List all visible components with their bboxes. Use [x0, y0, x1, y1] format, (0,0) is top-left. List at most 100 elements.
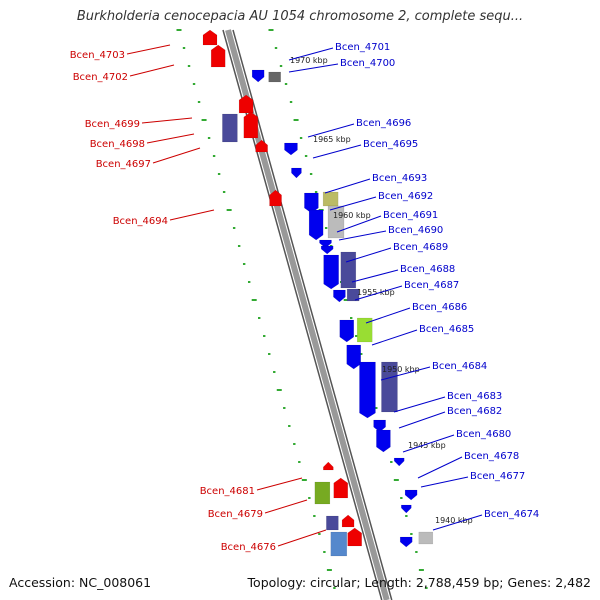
- length-value: 2,788,459 bp: [415, 575, 500, 590]
- gene-label-bcen-4682: Bcen_4682: [447, 406, 502, 417]
- gene-glyph-23: [356, 317, 373, 343]
- gene-label-bcen-4703: Bcen_4703: [70, 50, 125, 61]
- right-guide-rail-tick: [324, 227, 328, 229]
- label-leader-line: [126, 44, 171, 55]
- gene-label-bcen-4678: Bcen_4678: [464, 451, 519, 462]
- left-guide-rail-tick: [237, 245, 241, 247]
- label-leader-line: [264, 499, 308, 514]
- left-guide-rail-tick: [251, 299, 257, 301]
- label-leader-line: [329, 196, 377, 211]
- kbp-marker-label: 1960 kbp: [333, 211, 371, 220]
- gene-label-bcen-4683: Bcen_4683: [447, 391, 502, 402]
- gene-label-bcen-4691: Bcen_4691: [383, 210, 438, 221]
- right-guide-rail-tick: [405, 515, 408, 517]
- gene-glyph-21: [346, 288, 360, 302]
- gene-glyph-38: [330, 531, 348, 557]
- gene-label-bcen-4701: Bcen_4701: [335, 42, 390, 53]
- left-guide-rail-tick: [258, 317, 261, 319]
- gene-label-bcen-4681: Bcen_4681: [200, 486, 255, 497]
- left-guide-rail-tick: [263, 335, 266, 337]
- page-title: Burkholderia cenocepacia AU 1054 chromos…: [76, 9, 524, 24]
- right-guide-rail-tick: [309, 173, 313, 175]
- right-guide-rail-tick: [393, 479, 399, 481]
- gene-label-bcen-4684: Bcen_4684: [432, 361, 487, 372]
- left-guide-rail-tick: [242, 263, 246, 265]
- gene-label-bcen-4674: Bcen_4674: [484, 509, 539, 520]
- gene-glyph-17: [320, 245, 334, 255]
- label-leader-line: [141, 117, 193, 124]
- label-leader-line: [338, 230, 387, 241]
- left-guide-rail-tick: [197, 101, 201, 103]
- left-guide-rail-tick: [232, 227, 236, 229]
- right-guide-rail-tick: [343, 299, 349, 301]
- left-guide-rail-tick: [268, 353, 271, 355]
- gene-glyph-9: [284, 142, 298, 156]
- right-guide-rail-tick: [410, 533, 413, 535]
- left-guide-rail-tick: [217, 173, 221, 175]
- gene-glyph-15: [308, 209, 324, 241]
- accession-value: NC_008061: [79, 575, 152, 590]
- gene-glyph-32: [314, 481, 331, 505]
- left-guide-rail-tick: [283, 407, 286, 409]
- left-guide-rail-tick: [207, 137, 211, 139]
- right-guide-rail-tick: [390, 461, 393, 463]
- gene-glyph-19: [340, 251, 357, 289]
- gene-label-bcen-4696: Bcen_4696: [356, 118, 411, 129]
- gene-label-bcen-4676: Bcen_4676: [221, 542, 276, 553]
- gene-glyph-7: [222, 113, 238, 143]
- left-guide-rail-tick: [298, 461, 301, 463]
- gene-label-bcen-4698: Bcen_4698: [90, 139, 145, 150]
- gene-glyph-20: [333, 289, 346, 303]
- left-guide-rail-tick: [212, 155, 216, 157]
- label-leader-line: [169, 209, 215, 221]
- left-guide-rail-tick: [326, 569, 332, 571]
- kbp-marker-label: 1955 kbp: [357, 288, 395, 297]
- left-guide-rail-tick: [201, 119, 207, 121]
- length-label: Length:: [364, 575, 412, 590]
- right-guide-rail-tick: [375, 407, 378, 409]
- right-guide-rail-tick: [415, 551, 418, 553]
- gene-glyph-37: [347, 527, 362, 547]
- gene-glyph-40: [418, 531, 434, 545]
- backbone-edge-right: [232, 29, 393, 600]
- label-leader-line: [312, 144, 362, 159]
- gene-label-bcen-4687: Bcen_4687: [404, 280, 459, 291]
- label-leader-line: [417, 456, 463, 479]
- topology-label: Topology:: [247, 575, 307, 590]
- gene-label-bcen-4694: Bcen_4694: [113, 216, 168, 227]
- right-guide-rail-tick: [274, 47, 278, 49]
- gene-glyph-2: [210, 44, 226, 68]
- label-leader-line: [288, 47, 334, 61]
- label-leader-line: [380, 366, 431, 381]
- kbp-marker-label: 1965 kbp: [313, 135, 351, 144]
- genome-summary: Topology: circular; Length: 2,788,459 bp…: [247, 575, 591, 590]
- label-leader-line: [345, 247, 392, 263]
- label-leader-line: [432, 514, 483, 531]
- left-guide-rail-tick: [247, 281, 251, 283]
- gene-glyph-13: [322, 191, 339, 207]
- label-leader-line: [398, 411, 446, 429]
- gene-glyph-28: [376, 429, 391, 453]
- left-guide-rail-tick: [308, 497, 311, 499]
- gene-glyph-22: [339, 319, 355, 343]
- left-guide-rail-tick: [192, 83, 196, 85]
- gene-glyph-29: [393, 457, 405, 467]
- label-leader-line: [402, 434, 455, 453]
- gene-glyph-1: [202, 29, 218, 46]
- left-guide-rail-tick: [323, 551, 326, 553]
- label-leader-line: [365, 307, 411, 324]
- gene-glyph-11: [269, 189, 282, 207]
- gene-glyph-27: [373, 419, 386, 433]
- left-guide-rail-tick: [187, 65, 191, 67]
- kbp-marker-label: 1950 kbp: [382, 365, 420, 374]
- gene-label-bcen-4695: Bcen_4695: [363, 139, 418, 150]
- left-guide-rail-tick: [313, 515, 316, 517]
- left-guide-rail-tick: [288, 425, 291, 427]
- gene-glyph-8: [255, 139, 268, 153]
- gene-glyph-14: [327, 205, 345, 239]
- gene-label-bcen-4690: Bcen_4690: [388, 225, 443, 236]
- left-guide-rail-tick: [176, 29, 182, 31]
- gene-label-bcen-4693: Bcen_4693: [372, 173, 427, 184]
- label-leader-line: [351, 269, 399, 283]
